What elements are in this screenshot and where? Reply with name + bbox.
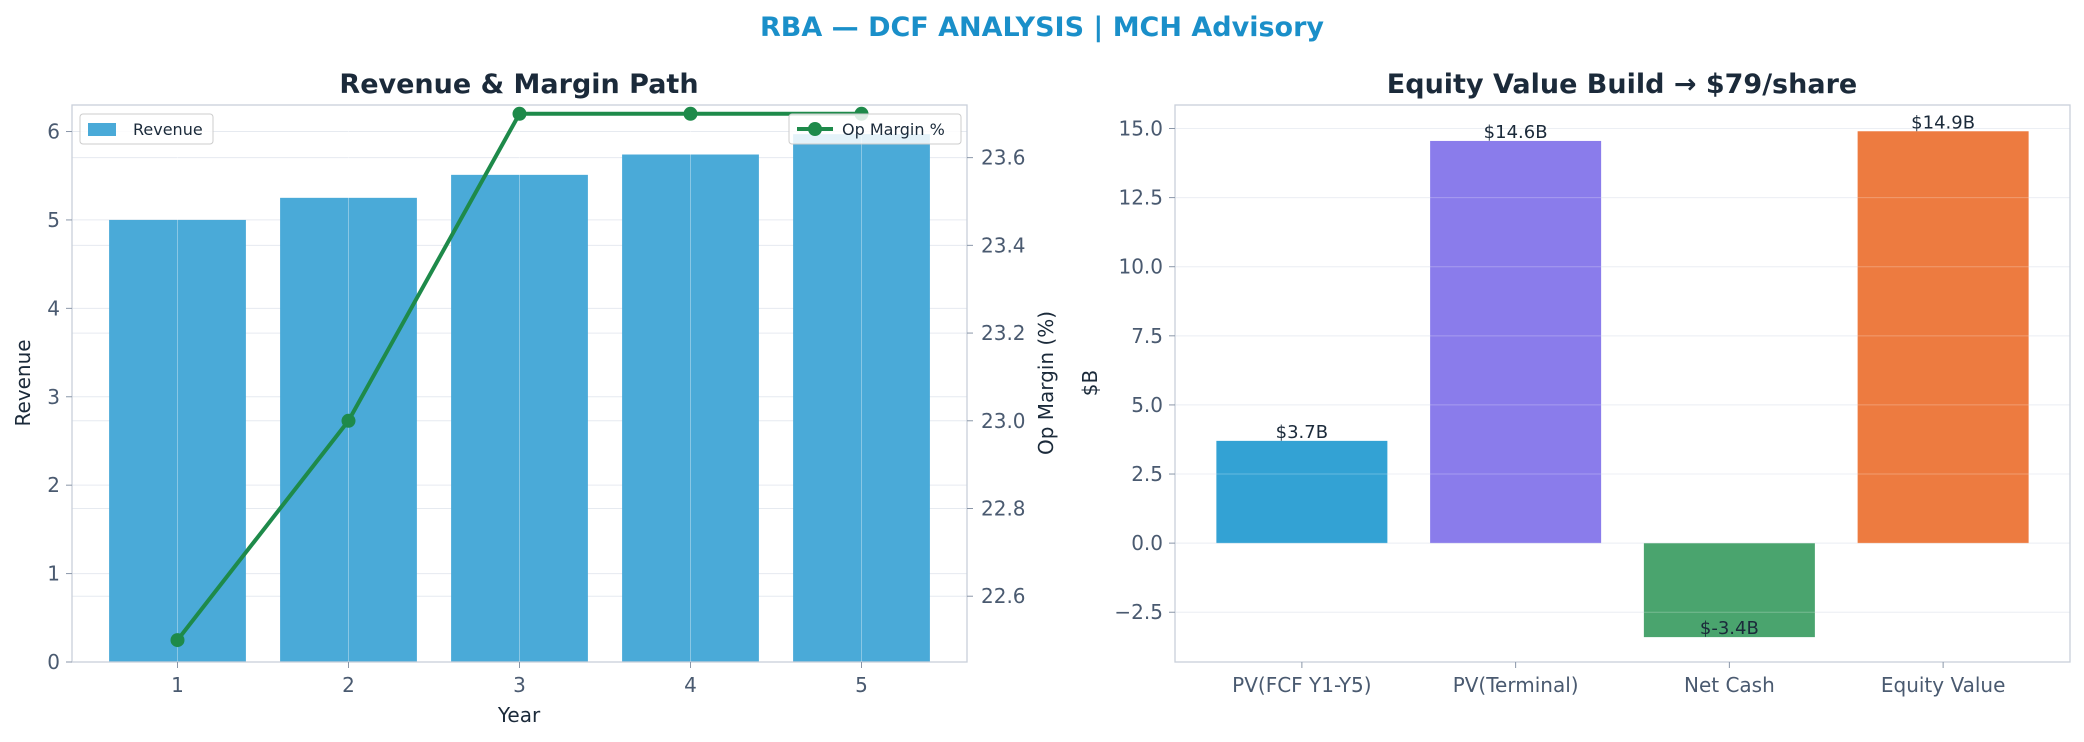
chart1-y2-tick-label: 22.8: [981, 496, 1026, 520]
revenue-bar: [622, 154, 759, 662]
equity-value-chart: −2.5 0.0 2.5 5.0 7.5 10.0 12.5 15.0 PV(FCF Y1-Y…: [1078, 69, 2071, 697]
chart2-y-ticks: −2.5 0.0 2.5 5.0 7.5 10.0 12.5 15.0: [1114, 116, 1175, 624]
chart2-x-tick-label: PV(FCF Y1-Y5): [1232, 673, 1371, 697]
chart2-x-ticks: PV(FCF Y1-Y5) PV(Terminal) Net Cash Equity …: [1232, 662, 2005, 697]
chart1-x-tick-label: 1: [171, 673, 184, 697]
chart1-y-tick-label: 4: [47, 296, 60, 320]
chart2-y-tick-label: 2.5: [1131, 462, 1163, 486]
chart2-x-tick-label: Net Cash: [1684, 673, 1775, 697]
chart1-x-tick-label: 3: [513, 673, 526, 697]
equity-bar-value-label: $14.6B: [1484, 122, 1548, 143]
revenue-bar: [793, 134, 930, 662]
chart1-y2-tick-label: 23.0: [981, 409, 1026, 433]
chart1-y2-tick-label: 23.6: [981, 146, 1026, 170]
revenue-margin-chart: 0 1 2 3 4 5 6 22.6 22.8 23.0 23.2 23.4 23.6 1 2 3 4 5 R…: [11, 69, 1058, 727]
chart1-y-ticks: 0 1 2 3 4 5 6: [47, 120, 72, 674]
chart1-x-ticks: 1 2 3 4 5: [171, 662, 868, 697]
chart1-title: Revenue & Margin Path: [339, 69, 698, 100]
op-margin-point: [512, 106, 527, 121]
equity-bar: [1216, 440, 1388, 544]
chart2-y-tick-label: 0.0: [1131, 531, 1163, 555]
revenue-bar: [109, 219, 246, 662]
chart2-frame: [1174, 104, 2071, 663]
op-margin-legend-label: Op Margin %: [842, 120, 945, 139]
chart1-y-tick-label: 3: [47, 385, 60, 409]
chart2-y-tick-label: 12.5: [1118, 186, 1163, 210]
chart1-x-tick-label: 5: [855, 673, 868, 697]
equity-bars: [1175, 127, 2070, 638]
chart2-y-tick-label: −2.5: [1114, 600, 1163, 624]
chart1-x-axis-label: Year: [497, 703, 541, 727]
chart1-y2-axis-label: Op Margin (%): [1034, 311, 1058, 455]
op-margin-point: [341, 413, 356, 428]
revenue-legend-swatch: [88, 123, 116, 136]
revenue-legend-label: Revenue: [133, 120, 203, 139]
op-margin-legend-marker: [808, 122, 822, 136]
op-margin-legend-box: [788, 113, 962, 145]
equity-bar-value-label: $3.7B: [1276, 422, 1328, 443]
revenue-legend: Revenue: [79, 113, 214, 145]
chart1-y-tick-label: 0: [47, 650, 60, 674]
revenue-bar: [280, 197, 417, 663]
equity-bar-value-label: $-3.4B: [1700, 618, 1759, 639]
revenue-legend-box: [79, 113, 214, 145]
equity-bar: [1430, 140, 1602, 544]
figure-suptitle: RBA — DCF ANALYSIS | MCH Advisory: [760, 12, 1324, 43]
chart1-y-tick-label: 1: [47, 562, 60, 586]
chart2-title: Equity Value Build → $79/share: [1387, 69, 1857, 100]
op-margin-legend: Op Margin %: [788, 113, 962, 145]
chart1-y-tick-label: 6: [47, 120, 60, 144]
chart1-y-tick-label: 2: [47, 473, 60, 497]
chart1-y2-tick-label: 22.6: [981, 584, 1026, 608]
chart1-y2-tick-label: 23.2: [981, 321, 1026, 345]
chart1-y2-ticks: 22.6 22.8 23.0 23.2 23.4 23.6: [967, 146, 1026, 608]
chart1-y2-tick-label: 23.4: [981, 233, 1026, 257]
chart2-data-labels: $3.7B $14.6B $-3.4B $14.9B: [1276, 112, 1975, 639]
op-margin-point: [683, 106, 698, 121]
chart2-y-axis-label: $B: [1078, 370, 1102, 396]
equity-bar-value-label: $14.9B: [1911, 112, 1975, 133]
chart2-y-tick-label: 5.0: [1131, 393, 1163, 417]
chart2-y-tick-label: 10.0: [1118, 255, 1163, 279]
chart1-y-axis-label: Revenue: [11, 339, 35, 426]
chart2-y-tick-label: 15.0: [1118, 116, 1163, 140]
chart2-y-tick-label: 7.5: [1131, 324, 1163, 348]
revenue-bars: [109, 105, 930, 663]
chart1-x-tick-label: 4: [684, 673, 697, 697]
equity-bar: [1643, 543, 1815, 638]
chart1-x-tick-label: 2: [342, 673, 355, 697]
chart1-y-tick-label: 5: [47, 208, 60, 232]
chart2-x-tick-label: PV(Terminal): [1453, 673, 1579, 697]
chart2-x-tick-label: Equity Value: [1881, 673, 2006, 697]
revenue-bar: [451, 174, 588, 662]
op-margin-point: [170, 633, 185, 648]
equity-bar: [1857, 131, 2029, 544]
